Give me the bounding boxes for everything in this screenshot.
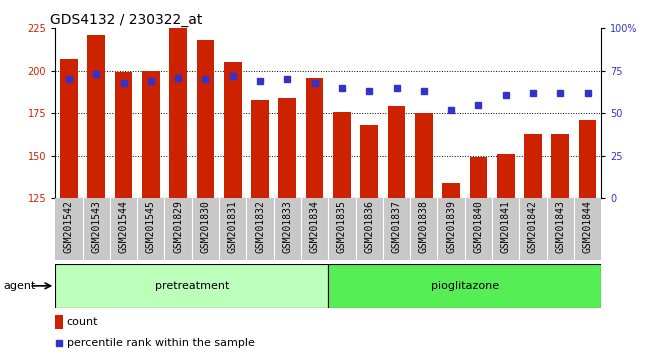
Text: GSM201544: GSM201544 bbox=[118, 200, 129, 253]
Bar bbox=[469, 158, 488, 198]
Bar bbox=[578, 120, 597, 198]
Bar bbox=[87, 35, 105, 198]
Bar bbox=[497, 154, 515, 198]
Bar bbox=[55, 315, 64, 329]
Bar bbox=[328, 264, 601, 308]
Bar bbox=[551, 134, 569, 198]
Bar bbox=[251, 100, 269, 198]
Bar bbox=[60, 59, 78, 198]
Bar bbox=[142, 71, 160, 198]
Text: GSM201831: GSM201831 bbox=[227, 200, 238, 253]
Text: GSM201839: GSM201839 bbox=[446, 200, 456, 253]
Text: GSM201543: GSM201543 bbox=[91, 200, 101, 253]
Bar bbox=[360, 125, 378, 198]
Text: agent: agent bbox=[3, 281, 36, 291]
Text: GDS4132 / 230322_at: GDS4132 / 230322_at bbox=[50, 13, 202, 27]
Bar bbox=[196, 40, 214, 198]
Text: GSM201833: GSM201833 bbox=[282, 200, 293, 253]
Text: GSM201545: GSM201545 bbox=[146, 200, 156, 253]
Bar bbox=[442, 183, 460, 198]
Text: GSM201842: GSM201842 bbox=[528, 200, 538, 253]
Text: pretreatment: pretreatment bbox=[155, 281, 229, 291]
Text: GSM201542: GSM201542 bbox=[64, 200, 74, 253]
Text: GSM201835: GSM201835 bbox=[337, 200, 347, 253]
Bar bbox=[278, 98, 296, 198]
Text: GSM201837: GSM201837 bbox=[391, 200, 402, 253]
Text: GSM201836: GSM201836 bbox=[364, 200, 374, 253]
Bar bbox=[387, 107, 406, 198]
Text: GSM201830: GSM201830 bbox=[200, 200, 211, 253]
Text: GSM201838: GSM201838 bbox=[419, 200, 429, 253]
Text: GSM201834: GSM201834 bbox=[309, 200, 320, 253]
Bar bbox=[524, 134, 542, 198]
Text: GSM201841: GSM201841 bbox=[500, 200, 511, 253]
Text: count: count bbox=[67, 318, 98, 327]
Text: pioglitazone: pioglitazone bbox=[431, 281, 499, 291]
Bar bbox=[114, 73, 133, 198]
Bar bbox=[415, 113, 433, 198]
Text: GSM201832: GSM201832 bbox=[255, 200, 265, 253]
Text: GSM201840: GSM201840 bbox=[473, 200, 484, 253]
Bar bbox=[55, 264, 328, 308]
Text: GSM201843: GSM201843 bbox=[555, 200, 566, 253]
Bar bbox=[306, 78, 324, 198]
Bar bbox=[333, 112, 351, 198]
Text: GSM201829: GSM201829 bbox=[173, 200, 183, 253]
Bar bbox=[169, 28, 187, 198]
Text: GSM201844: GSM201844 bbox=[582, 200, 593, 253]
Text: percentile rank within the sample: percentile rank within the sample bbox=[67, 338, 255, 348]
Bar bbox=[224, 62, 242, 198]
